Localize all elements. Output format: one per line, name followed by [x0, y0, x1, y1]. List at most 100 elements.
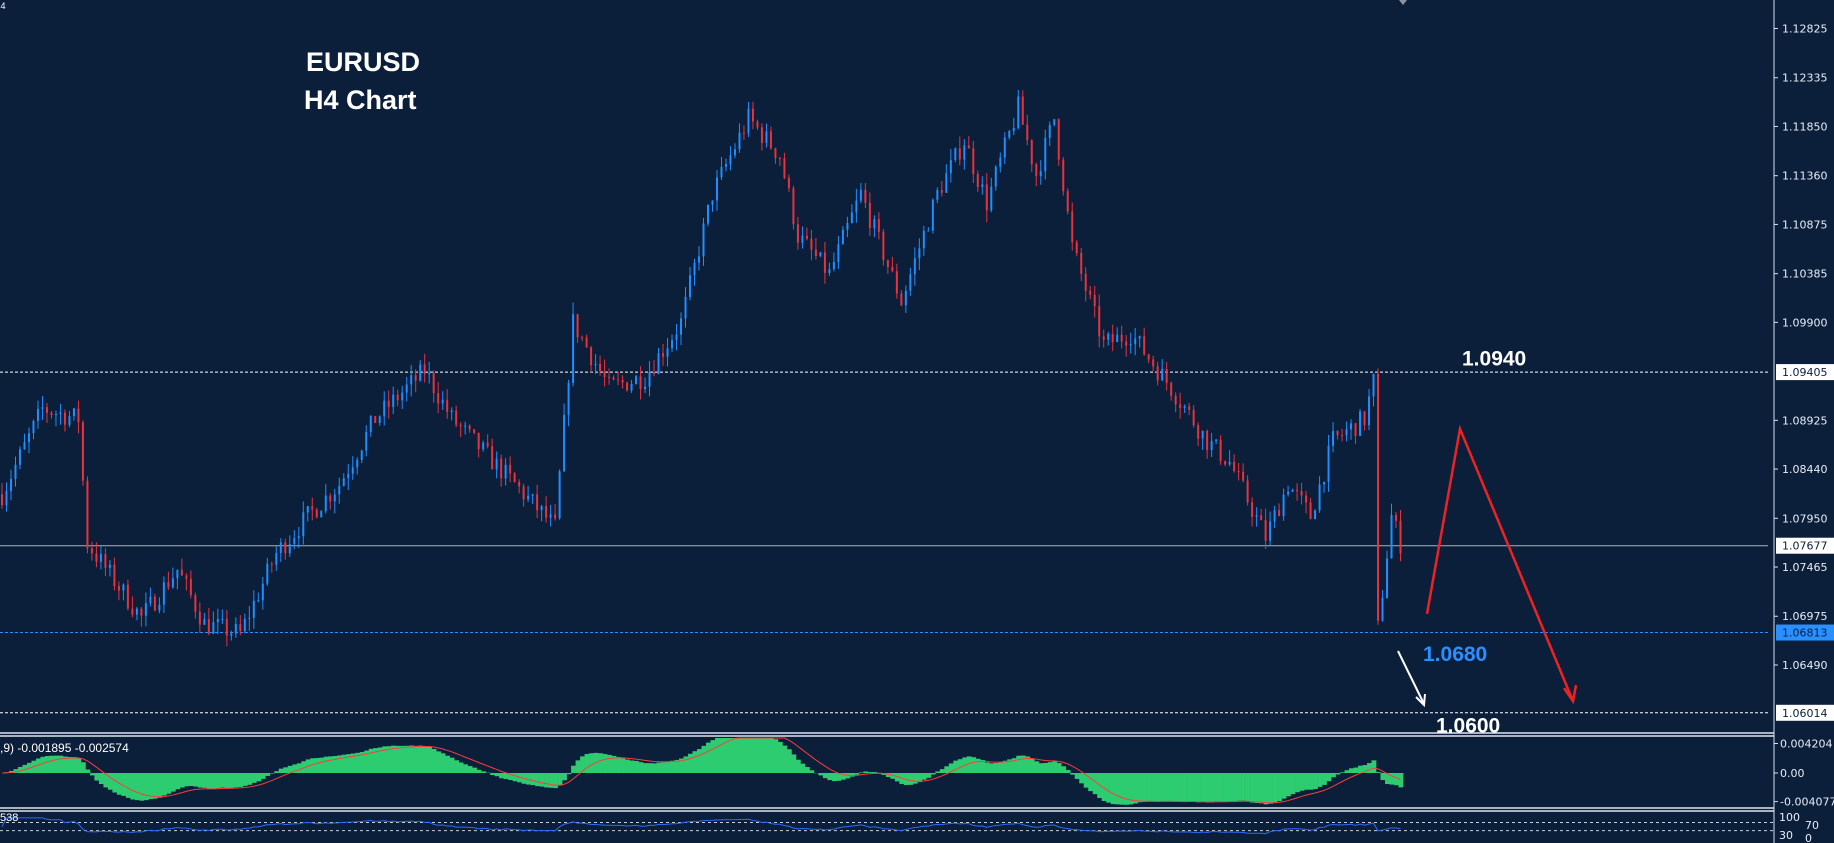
macd-histogram-bar [301, 761, 307, 773]
macd-histogram-bar [836, 773, 842, 781]
candle-body [733, 149, 736, 156]
candle-body [333, 494, 336, 502]
candle-body [1003, 137, 1006, 158]
candle-body [522, 486, 525, 500]
level-price-label: 1.06813 [1782, 627, 1828, 640]
y-tick-label: 1.12335 [1782, 72, 1828, 85]
candle-body [1084, 273, 1087, 291]
candle-body [1048, 124, 1051, 138]
macd-histogram-bar [791, 754, 797, 773]
macd-histogram-bar [652, 763, 657, 773]
macd-histogram-bar [44, 756, 50, 773]
macd-histogram-bar [1308, 773, 1314, 790]
macd-histogram-bar [1277, 773, 1282, 802]
macd-histogram-bar [1313, 773, 1318, 790]
macd-histogram-bar [499, 773, 504, 779]
candle-body [724, 164, 727, 167]
candle-body [113, 564, 116, 587]
macd-histogram-bar [912, 773, 918, 784]
macd-histogram-bar [535, 773, 540, 787]
macd-histogram-bar [80, 762, 86, 773]
macd-histogram-bar [148, 773, 154, 800]
candle-body [972, 148, 975, 174]
macd-histogram-bar [1052, 761, 1058, 773]
macd-histogram-bar [966, 756, 972, 773]
macd-histogram-bar [193, 773, 199, 787]
candle-body [1111, 333, 1114, 343]
candle-body [608, 377, 611, 379]
macd-histogram-bar [553, 773, 558, 789]
rsi-label: 538 [0, 812, 19, 824]
candle-body [1143, 336, 1146, 355]
macd-histogram-bar [620, 758, 626, 773]
candle-body [1017, 96, 1020, 128]
candle-body [306, 506, 309, 513]
macd-histogram-bar [1182, 773, 1188, 802]
y-tick-label: 1.07950 [1782, 512, 1828, 525]
candle-body [90, 548, 93, 554]
candle-body [918, 248, 921, 259]
macd-histogram-bar [1151, 773, 1156, 802]
candle-body [760, 127, 763, 143]
candle-body [1390, 514, 1393, 559]
candle-body [1363, 411, 1366, 426]
macd-histogram-bar [211, 773, 217, 789]
macd-histogram-bar [1394, 773, 1399, 786]
macd-histogram-bar [679, 758, 684, 773]
candle-body [140, 608, 143, 616]
macd-histogram-bar [530, 773, 536, 786]
candle-body [1156, 366, 1159, 381]
candle-body [450, 410, 453, 413]
candle-body [261, 583, 264, 601]
macd-histogram-bar [795, 759, 801, 773]
macd-histogram-bar [463, 764, 468, 773]
candle-body [230, 633, 233, 636]
candle-body [1206, 430, 1209, 451]
candle-body [95, 553, 98, 562]
candle-body [675, 334, 678, 340]
candle-body [419, 364, 422, 381]
candle-body [428, 373, 431, 375]
candle-body [378, 416, 381, 423]
macd-histogram-bar [134, 773, 140, 801]
candle-body [77, 408, 80, 423]
macd-histogram-bar [449, 757, 455, 773]
candle-body [859, 189, 862, 201]
level-annotation: 1.0600 [1436, 714, 1500, 737]
macd-histogram-bar [822, 773, 828, 779]
candle-body [297, 536, 300, 539]
macd-histogram-bar [53, 755, 59, 773]
macd-histogram-bar [948, 763, 954, 773]
candle-body [1395, 514, 1398, 521]
candle-body [72, 408, 75, 417]
macd-histogram-bar [885, 773, 891, 778]
candle-body [288, 544, 291, 554]
candle-body [774, 148, 777, 158]
macd-histogram-bar [1016, 755, 1022, 773]
macd-histogram-bar [359, 752, 365, 773]
macd-histogram-bar [863, 771, 869, 773]
macd-histogram-bar [1034, 761, 1040, 773]
macd-histogram-bar [714, 738, 720, 773]
macd-histogram-bar [364, 750, 370, 773]
candle-body [1332, 431, 1335, 446]
macd-histogram-bar [804, 767, 810, 773]
candle-body [351, 467, 354, 474]
candle-body [1026, 124, 1029, 141]
candle-body [234, 624, 237, 634]
macd-histogram-bar [1385, 773, 1390, 785]
candle-body [936, 190, 939, 200]
candle-body [54, 414, 57, 416]
level-annotation: 1.0680 [1423, 643, 1487, 666]
macd-histogram-bar [206, 773, 212, 789]
arrowhead-icon [1562, 684, 1578, 705]
macd-histogram-bar [818, 773, 824, 776]
candle-body [279, 542, 282, 553]
candle-body [302, 512, 305, 537]
candle-body [518, 481, 521, 487]
candle-body [144, 603, 147, 616]
chart-title: EURUSD [306, 47, 421, 77]
macd-histogram-bar [17, 766, 23, 773]
macd-histogram-bar [1344, 770, 1350, 773]
